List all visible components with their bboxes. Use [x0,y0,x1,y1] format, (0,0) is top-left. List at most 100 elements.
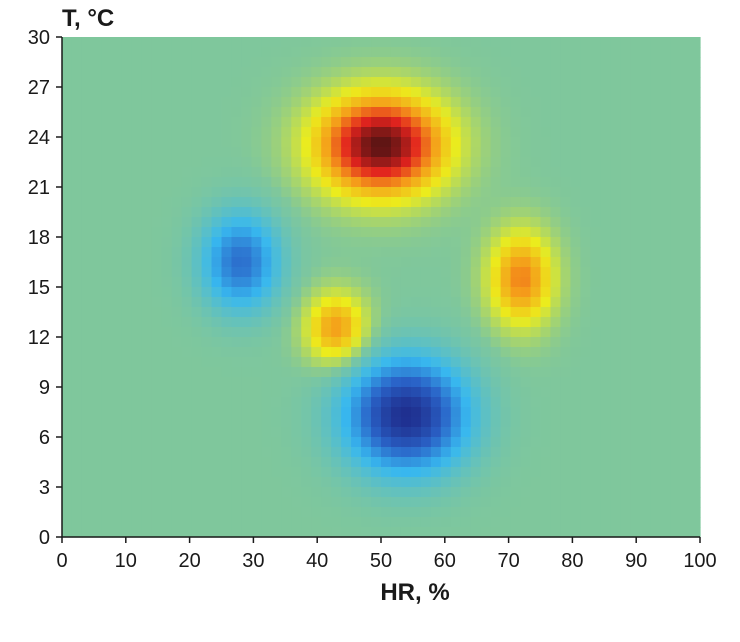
heatmap-cell [550,397,562,408]
heatmap-cell [331,407,342,418]
heatmap-cell [480,337,492,348]
heatmap-cell [71,387,83,398]
heatmap-cell [610,227,621,238]
heatmap-cell [440,217,452,228]
heatmap-cell [650,67,661,78]
heatmap-cell [550,267,562,278]
heatmap-cell [211,67,223,78]
heatmap-cell [181,47,193,58]
heatmap-cell [460,187,472,198]
heatmap-cell [111,397,123,408]
heatmap-cell [470,217,482,228]
heatmap-cell [530,497,542,508]
heatmap-cell [91,427,103,438]
heatmap-cell [460,117,472,128]
heatmap-cell [111,237,123,248]
heatmap-cell [500,57,512,68]
heatmap-cell [301,147,312,158]
heatmap-cell [420,267,432,278]
heatmap-cell [670,57,681,68]
heatmap-cell [400,487,412,498]
heatmap-cell [510,77,522,88]
heatmap-cell [550,357,562,368]
heatmap-cell [650,287,661,298]
heatmap-cell [62,387,73,398]
heatmap-cell [151,487,163,498]
heatmap-cell [321,57,332,68]
heatmap-cell [251,457,262,468]
heatmap-cell [221,387,233,398]
heatmap-cell [560,197,572,208]
heatmap-cell [650,237,661,248]
heatmap-cell [400,507,412,518]
heatmap-cell [630,527,641,538]
heatmap-cell [291,227,302,238]
heatmap-cell [81,317,93,328]
heatmap-cell [690,437,701,448]
heatmap-cell [311,427,322,438]
heatmap-cell [341,527,352,538]
heatmap-cell [660,247,671,258]
heatmap-cell [450,77,462,88]
x-tick-label: 100 [683,550,716,572]
heatmap-cell [161,207,173,218]
heatmap-cell [151,447,163,458]
heatmap-cell [231,387,243,398]
heatmap-cell [281,487,292,498]
heatmap-cell [361,457,372,468]
heatmap-cell [440,167,452,178]
heatmap-cell [440,257,452,268]
heatmap-cell [271,207,282,218]
heatmap-cell [171,387,183,398]
heatmap-cell [271,517,282,528]
heatmap-cell [171,137,183,148]
heatmap-cell [420,317,432,328]
heatmap-cell [660,37,671,48]
heatmap-cell [301,467,312,478]
heatmap-cell [450,57,462,68]
heatmap-cell [470,367,482,378]
heatmap-cell [570,267,581,278]
heatmap-cell [121,197,133,208]
heatmap-cell [590,527,601,538]
heatmap-cell [430,457,442,468]
heatmap-cell [171,377,183,388]
heatmap-cell [381,87,392,98]
heatmap-cell [271,347,282,358]
heatmap-cell [171,177,183,188]
heatmap-cell [261,127,272,138]
heatmap-cell [420,307,432,318]
heatmap-cell [600,137,611,148]
heatmap-cell [201,367,213,378]
heatmap-cell [241,247,253,258]
heatmap-cell [690,397,701,408]
heatmap-cell [161,347,173,358]
heatmap-cell [81,507,93,518]
heatmap-cell [570,497,581,508]
heatmap-cell [151,177,163,188]
heatmap-cell [351,227,362,238]
heatmap-cell [430,107,442,118]
heatmap-cell [500,497,512,508]
heatmap-cell [600,337,611,348]
heatmap-cell [680,397,691,408]
heatmap-cell [121,157,133,168]
heatmap-cell [590,247,601,258]
heatmap-cell [101,57,113,68]
heatmap-cell [590,287,601,298]
heatmap-cell [590,87,601,98]
heatmap-cell [660,337,671,348]
heatmap-cell [500,297,512,308]
heatmap-cell [490,87,502,98]
heatmap-cell [440,77,452,88]
heatmap-cell [341,237,352,248]
heatmap-cell [281,397,292,408]
heatmap-cell [620,237,631,248]
heatmap-cell [81,117,93,128]
heatmap-cell [261,417,272,428]
heatmap-cell [191,437,203,448]
heatmap-cell [510,57,522,68]
heatmap-cell [650,517,661,528]
heatmap-cell [640,327,651,338]
heatmap-cell [420,417,432,428]
